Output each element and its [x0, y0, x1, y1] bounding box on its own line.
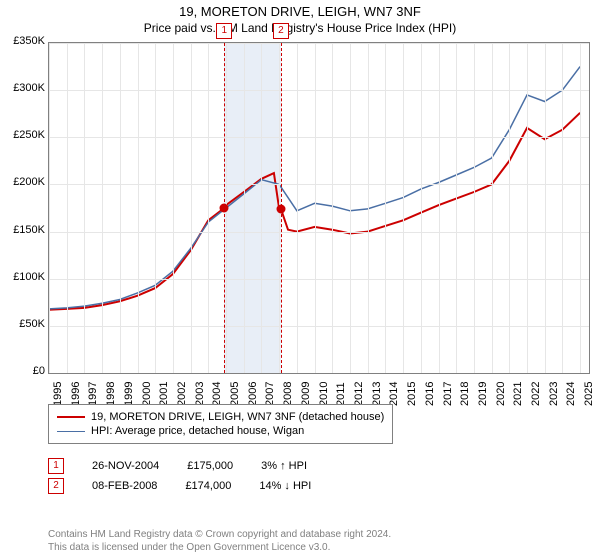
- xtick-label: 2018: [459, 382, 471, 406]
- line-svg: [49, 43, 589, 373]
- sale-delta-2: 14% ↓ HPI: [259, 480, 311, 492]
- xtick-label: 2023: [548, 382, 560, 406]
- legend: 19, MORETON DRIVE, LEIGH, WN7 3NF (detac…: [48, 404, 393, 444]
- legend-item-property: 19, MORETON DRIVE, LEIGH, WN7 3NF (detac…: [57, 411, 384, 423]
- sale-row-1: 1 26-NOV-2004 £175,000 3% ↑ HPI: [48, 458, 311, 474]
- xtick-label: 1996: [70, 382, 82, 406]
- xtick-label: 2002: [176, 382, 188, 406]
- sale-marker-box: 1: [216, 23, 232, 39]
- xtick-label: 2000: [141, 382, 153, 406]
- xtick-label: 2012: [353, 382, 365, 406]
- chart-subtitle: Price paid vs. HM Land Registry's House …: [0, 19, 600, 35]
- xtick-label: 1999: [123, 382, 135, 406]
- legend-label-property: 19, MORETON DRIVE, LEIGH, WN7 3NF (detac…: [91, 411, 384, 423]
- xtick-label: 2016: [424, 382, 436, 406]
- xtick-label: 1995: [52, 382, 64, 406]
- ytick-label: £200K: [5, 176, 45, 188]
- xtick-label: 2020: [495, 382, 507, 406]
- xtick-label: 2001: [158, 382, 170, 406]
- sale-point-marker: [276, 204, 285, 213]
- sale-date-1: 26-NOV-2004: [92, 460, 159, 472]
- ytick-label: £150K: [5, 224, 45, 236]
- ytick-label: £350K: [5, 35, 45, 47]
- xtick-label: 2008: [282, 382, 294, 406]
- xtick-label: 2013: [371, 382, 383, 406]
- sale-price-2: £174,000: [185, 480, 231, 492]
- xtick-label: 2009: [300, 382, 312, 406]
- chart-container: 19, MORETON DRIVE, LEIGH, WN7 3NF Price …: [0, 0, 600, 560]
- legend-swatch-hpi: [57, 431, 85, 432]
- ytick-label: £50K: [5, 318, 45, 330]
- legend-item-hpi: HPI: Average price, detached house, Wiga…: [57, 425, 384, 437]
- footer-line-2: This data is licensed under the Open Gov…: [48, 541, 391, 554]
- sale-date-2: 08-FEB-2008: [92, 480, 157, 492]
- xtick-label: 2004: [211, 382, 223, 406]
- xtick-label: 2025: [583, 382, 595, 406]
- xtick-label: 2005: [229, 382, 241, 406]
- sale-point-marker: [220, 204, 229, 213]
- ytick-label: £250K: [5, 129, 45, 141]
- xtick-label: 2021: [512, 382, 524, 406]
- xtick-label: 2003: [194, 382, 206, 406]
- xtick-label: 2017: [442, 382, 454, 406]
- xtick-label: 1997: [87, 382, 99, 406]
- ytick-label: £100K: [5, 271, 45, 283]
- xtick-label: 2022: [530, 382, 542, 406]
- chart-title: 19, MORETON DRIVE, LEIGH, WN7 3NF: [0, 0, 600, 19]
- xtick-label: 2011: [335, 382, 347, 406]
- sale-index-box-1: 1: [48, 458, 64, 474]
- xtick-label: 2015: [406, 382, 418, 406]
- sales-table: 1 26-NOV-2004 £175,000 3% ↑ HPI 2 08-FEB…: [48, 454, 311, 498]
- xtick-label: 1998: [105, 382, 117, 406]
- plot-area: 12: [48, 42, 590, 374]
- xtick-label: 2019: [477, 382, 489, 406]
- legend-swatch-property: [57, 416, 85, 418]
- legend-label-hpi: HPI: Average price, detached house, Wiga…: [91, 425, 304, 437]
- xtick-label: 2014: [388, 382, 400, 406]
- xtick-label: 2007: [264, 382, 276, 406]
- xtick-label: 2006: [247, 382, 259, 406]
- sale-marker-box: 2: [273, 23, 289, 39]
- xtick-label: 2010: [318, 382, 330, 406]
- footer: Contains HM Land Registry data © Crown c…: [48, 528, 391, 554]
- ytick-label: £300K: [5, 82, 45, 94]
- ytick-label: £0: [5, 365, 45, 377]
- sale-price-1: £175,000: [187, 460, 233, 472]
- footer-line-1: Contains HM Land Registry data © Crown c…: [48, 528, 391, 541]
- sale-index-box-2: 2: [48, 478, 64, 494]
- sale-row-2: 2 08-FEB-2008 £174,000 14% ↓ HPI: [48, 478, 311, 494]
- sale-delta-1: 3% ↑ HPI: [261, 460, 307, 472]
- xtick-label: 2024: [565, 382, 577, 406]
